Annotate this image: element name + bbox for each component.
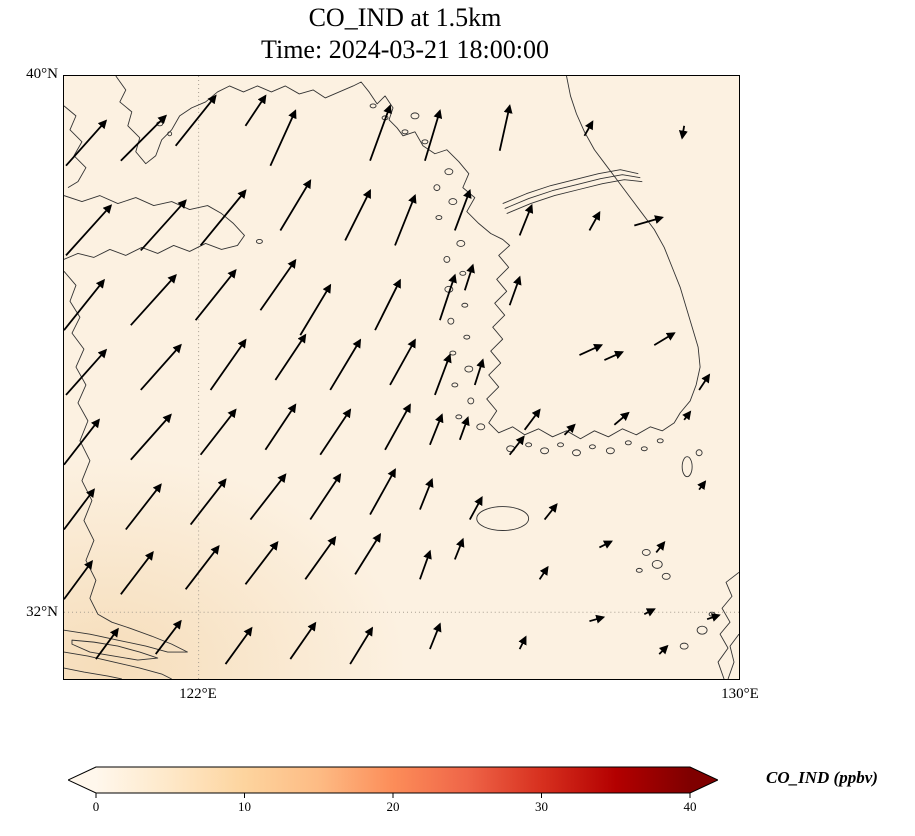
lat-tick-label: 40°N	[26, 66, 58, 82]
colorbar: 0 10 20 30 40	[68, 766, 718, 814]
map-canvas	[64, 76, 739, 679]
wind-arrows	[64, 94, 721, 665]
figure-title: CO_IND at 1.5km Time: 2024-03-21 18:00:0…	[0, 2, 810, 65]
title-line-variable: CO_IND at 1.5km	[308, 3, 502, 32]
colorbar-tick-label: 0	[93, 799, 100, 814]
lat-tick-label: 32°N	[26, 604, 58, 620]
colorbar-tick-label: 30	[535, 799, 548, 814]
title-line-time: Time: 2024-03-21 18:00:00	[261, 34, 549, 64]
colorbar-tick-label: 10	[238, 799, 251, 814]
map-panel	[63, 75, 740, 680]
lon-tick-label: 122°E	[179, 686, 217, 702]
coastlines	[64, 76, 739, 679]
lon-tick-label: 130°E	[721, 686, 759, 702]
colorbar-tick-label: 40	[684, 799, 697, 814]
colorbar-tick-label: 20	[387, 799, 400, 814]
islands	[156, 103, 716, 650]
colorbar-label: CO_IND (ppbv)	[766, 768, 878, 787]
gridlines	[64, 76, 739, 679]
